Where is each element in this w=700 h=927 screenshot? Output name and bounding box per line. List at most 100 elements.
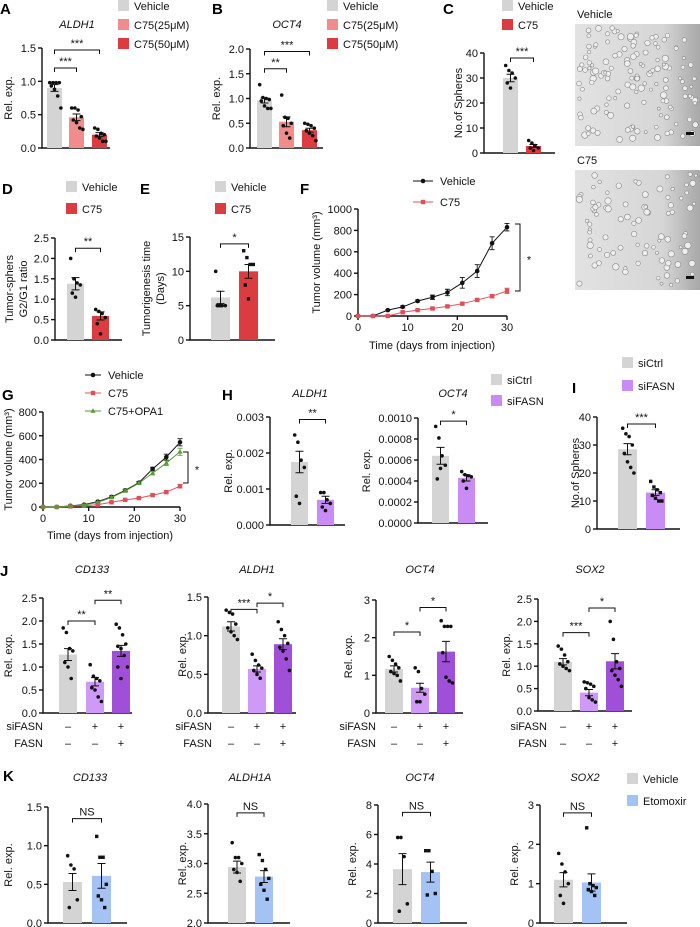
significance-bracket (264, 50, 310, 56)
data-point (71, 118, 76, 122)
cell (594, 212, 599, 217)
cell (604, 102, 609, 107)
y-tick-label: 40 (579, 412, 591, 424)
data-point (99, 699, 104, 704)
cell (650, 67, 656, 73)
marker-triangle (150, 470, 156, 475)
y-tick-label: 1 (364, 670, 370, 682)
data-point (246, 297, 251, 301)
bar (458, 477, 475, 523)
data-point (116, 665, 120, 669)
legend-swatch (622, 380, 633, 391)
data-point (257, 852, 261, 857)
cell (658, 257, 666, 264)
cell (687, 93, 693, 98)
data-point (447, 679, 452, 683)
data-point (627, 434, 631, 439)
cell (674, 278, 680, 284)
data-point (304, 128, 309, 133)
y-tick-label: 2.0 (517, 616, 532, 628)
cell (641, 99, 647, 105)
y-tick-label: 0.0 (21, 143, 36, 155)
y-tick-label: 800 (19, 407, 37, 419)
cell (616, 136, 623, 143)
data-point (69, 106, 74, 110)
data-point (440, 454, 444, 458)
data-point (281, 649, 285, 653)
marker-square (370, 313, 376, 319)
cell (615, 29, 620, 34)
marker-square (430, 306, 435, 311)
data-point (318, 490, 323, 495)
data-point (286, 116, 290, 121)
cell (603, 110, 609, 115)
cell (608, 65, 614, 71)
data-point (397, 909, 402, 913)
cell (663, 85, 669, 91)
y-tick-label: 600 (19, 431, 37, 443)
x-tick-label: 10 (83, 513, 95, 525)
cell (633, 32, 639, 38)
cell (660, 91, 668, 99)
cell (667, 250, 675, 258)
cell (679, 196, 684, 201)
panel-letter: I (572, 380, 576, 397)
significance-bracket (515, 223, 521, 292)
legend-label: C75 (82, 204, 102, 216)
data-point (260, 666, 264, 670)
data-point (444, 675, 448, 680)
significance-label: * (405, 620, 410, 632)
y-tick-label: 8 (366, 800, 372, 812)
data-point (93, 307, 98, 312)
data-point (562, 653, 567, 657)
y-tick-label: 1.0 (229, 94, 244, 106)
data-point (405, 902, 410, 906)
data-point (415, 699, 419, 704)
cell (612, 52, 618, 59)
cell (617, 33, 625, 41)
micrograph-image (575, 170, 700, 290)
legend-label: Vehicle (440, 176, 475, 188)
bar-chart-1: B OCT4 0.0 0.5 1.0 1.5 2.0 Rel. exp. ***** Vehicl… (211, 0, 398, 155)
y-tick-label: 0.0002 (378, 497, 412, 509)
data-point (101, 855, 105, 859)
marker-square (136, 495, 142, 501)
data-point (73, 106, 77, 110)
significance-label: ** (308, 408, 317, 420)
chart-title: CD133 (75, 564, 110, 576)
cell (643, 204, 648, 209)
error-bar (559, 658, 567, 666)
significance-bracket (563, 812, 592, 817)
data-point (234, 622, 238, 626)
cell (605, 190, 610, 195)
legend-swatch (118, 38, 129, 49)
y-tick-label: 5 (178, 301, 184, 313)
data-point (628, 465, 633, 470)
significance-bracket (236, 812, 265, 817)
cell (587, 49, 592, 55)
marker-circle (489, 240, 495, 246)
y-tick-label: 1000 (328, 204, 352, 216)
data-point (57, 80, 62, 85)
data-point (269, 106, 273, 111)
cell (659, 281, 664, 286)
data-point (223, 303, 228, 308)
bar-chart-10: J CD133 0.0 0.5 1.0 1.5 2.0 2.5 Rel. exp. ** ** siF… (0, 563, 132, 750)
y-tick-label: 1 (528, 879, 534, 891)
marker-triangle (122, 488, 128, 493)
y-tick-label: 0.0010 (378, 413, 412, 425)
data-point (292, 433, 297, 437)
data-point (282, 633, 287, 638)
cell (669, 283, 674, 288)
y-axis-label: Rel. exp. (177, 633, 189, 676)
data-point (312, 126, 317, 130)
data-point (69, 863, 73, 867)
condition-label: siFASN (175, 721, 212, 733)
y-tick-label: 2.0 (187, 918, 202, 927)
cell (629, 134, 637, 142)
significance-bracket (264, 68, 287, 73)
cell (693, 173, 698, 178)
y-tick-label: 6 (366, 830, 372, 842)
y-axis-label: Rel. exp. (343, 635, 355, 678)
